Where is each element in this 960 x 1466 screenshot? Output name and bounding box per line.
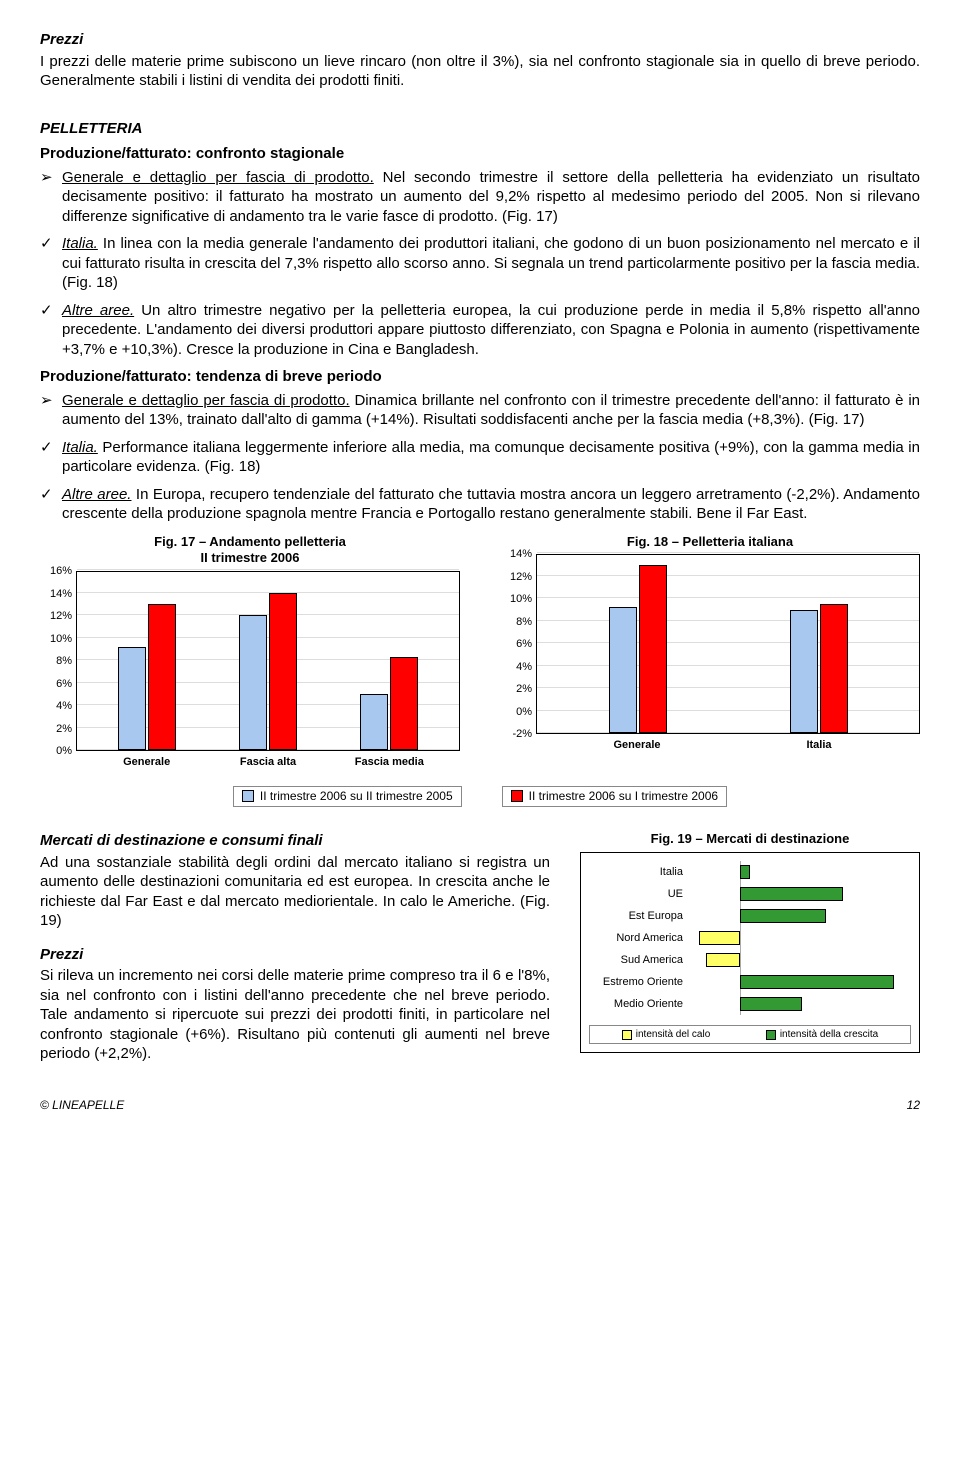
bullet-italia-1: ✓ Italia. In linea con la media generale… <box>40 234 920 293</box>
hbar-track <box>689 909 911 923</box>
hbar-row: Estremo Oriente <box>589 971 911 993</box>
hbar-track <box>689 887 911 901</box>
bullet-italia-2: ✓ Italia. Performance italiana leggermen… <box>40 438 920 477</box>
item-label: Altre aree. <box>62 302 134 319</box>
arrow-icon: ➢ <box>40 168 62 227</box>
bar <box>639 565 667 734</box>
hbar-label: Est Europa <box>589 909 689 923</box>
bar <box>148 604 176 750</box>
check-icon: ✓ <box>40 234 62 293</box>
item-text: Performance italiana leggermente inferio… <box>62 439 920 476</box>
legend-label: II trimestre 2006 su I trimestre 2006 <box>529 789 718 805</box>
legend-label: II trimestre 2006 su II trimestre 2005 <box>260 789 453 805</box>
hbar-track <box>689 997 911 1011</box>
bar-group <box>609 565 667 734</box>
hbar-label: UE <box>589 887 689 901</box>
bar-group <box>790 604 848 733</box>
bullet-generale-2: ➢ Generale e dettaglio per fascia di pro… <box>40 391 920 430</box>
hbar-neg <box>706 953 740 967</box>
item-text: Un altro trimestre negativo per la pelle… <box>62 302 920 358</box>
bar <box>239 615 267 750</box>
hbar-pos <box>740 887 842 901</box>
legend-swatch <box>511 790 523 802</box>
bullet-generale-1: ➢ Generale e dettaglio per fascia di pro… <box>40 168 920 227</box>
footer-right: 12 <box>907 1098 920 1114</box>
hbar-row: Medio Oriente <box>589 993 911 1015</box>
chart-17: Fig. 17 – Andamento pelletteria II trime… <box>40 534 460 770</box>
check-icon: ✓ <box>40 438 62 477</box>
item-text: In linea con la media generale l'andamen… <box>62 235 920 291</box>
hbar-pos <box>740 997 801 1011</box>
bar <box>609 607 637 733</box>
bar-group <box>360 657 418 750</box>
bullet-altre-1: ✓ Altre aree. Un altro trimestre negativ… <box>40 301 920 360</box>
hbar-row: UE <box>589 883 911 905</box>
hbar-row: Sud America <box>589 949 911 971</box>
bar <box>118 647 146 751</box>
bar <box>390 657 418 750</box>
prezzi-title: Prezzi <box>40 30 920 50</box>
mercati-body: Ad una sostanziale stabilità degli ordin… <box>40 853 550 931</box>
chart-19: Fig. 19 – Mercati di destinazione Italia… <box>580 831 920 1078</box>
item-text: In Europa, recupero tendenziale del fatt… <box>62 486 920 523</box>
footer-left: © LINEAPELLE <box>40 1098 124 1114</box>
hbar-label: Nord America <box>589 931 689 945</box>
bullet-altre-2: ✓ Altre aree. In Europa, recupero tenden… <box>40 485 920 524</box>
item-label: Generale e dettaglio per fascia di prodo… <box>62 392 350 409</box>
prezzi2-body: Si rileva un incremento nei corsi delle … <box>40 966 550 1064</box>
bottom-row: Mercati di destinazione e consumi finali… <box>40 831 920 1078</box>
page-footer: © LINEAPELLE 12 <box>40 1098 920 1114</box>
mercati-title: Mercati di destinazione e consumi finali <box>40 831 550 851</box>
chart-17-title: Fig. 17 – Andamento pelletteria II trime… <box>40 534 460 568</box>
hbar-label: Medio Oriente <box>589 997 689 1011</box>
hbar-neg <box>699 931 740 945</box>
charts-row: Fig. 17 – Andamento pelletteria II trime… <box>40 534 920 770</box>
check-icon: ✓ <box>40 301 62 360</box>
hbar-label: Sud America <box>589 953 689 967</box>
chart-18-title: Fig. 18 – Pelletteria italiana <box>500 534 920 551</box>
pelletteria-heading: PELLETTERIA <box>40 119 920 139</box>
legend-swatch <box>242 790 254 802</box>
item-label: Generale e dettaglio per fascia di prodo… <box>62 169 374 186</box>
bar <box>790 610 818 734</box>
chart19-legend: intensità del calointensità della cresci… <box>589 1025 911 1044</box>
hbar-pos <box>740 865 750 879</box>
chart-18: Fig. 18 – Pelletteria italiana -2%0%2%4%… <box>500 534 920 770</box>
sub-heading-2: Produzione/fatturato: tendenza di breve … <box>40 367 920 387</box>
hbar-row: Italia <box>589 861 911 883</box>
item-label: Italia. <box>62 439 98 456</box>
hbar-track <box>689 953 911 967</box>
item-label: Italia. <box>62 235 98 252</box>
sub-heading-1: Produzione/fatturato: confronto stagiona… <box>40 144 920 164</box>
hbar-pos <box>740 975 894 989</box>
hbar-track <box>689 975 911 989</box>
prezzi-body: I prezzi delle materie prime subiscono u… <box>40 52 920 91</box>
chart-legend: II trimestre 2006 su II trimestre 2005 I… <box>40 786 920 808</box>
check-icon: ✓ <box>40 485 62 524</box>
legend-item-1: II trimestre 2006 su II trimestre 2005 <box>233 786 462 808</box>
bar <box>820 604 848 733</box>
hbar-label: Estremo Oriente <box>589 975 689 989</box>
prezzi2-title: Prezzi <box>40 945 550 965</box>
hbar-pos <box>740 909 825 923</box>
arrow-icon: ➢ <box>40 391 62 430</box>
hbar-row: Est Europa <box>589 905 911 927</box>
bar-group <box>239 593 297 751</box>
hbar-track <box>689 865 911 879</box>
hbar-row: Nord America <box>589 927 911 949</box>
item-label: Altre aree. <box>62 486 131 503</box>
bar-group <box>118 604 176 750</box>
bar <box>360 694 388 750</box>
legend-item-2: II trimestre 2006 su I trimestre 2006 <box>502 786 727 808</box>
chart-19-title: Fig. 19 – Mercati di destinazione <box>580 831 920 848</box>
hbar-label: Italia <box>589 865 689 879</box>
bar <box>269 593 297 751</box>
hbar-track <box>689 931 911 945</box>
